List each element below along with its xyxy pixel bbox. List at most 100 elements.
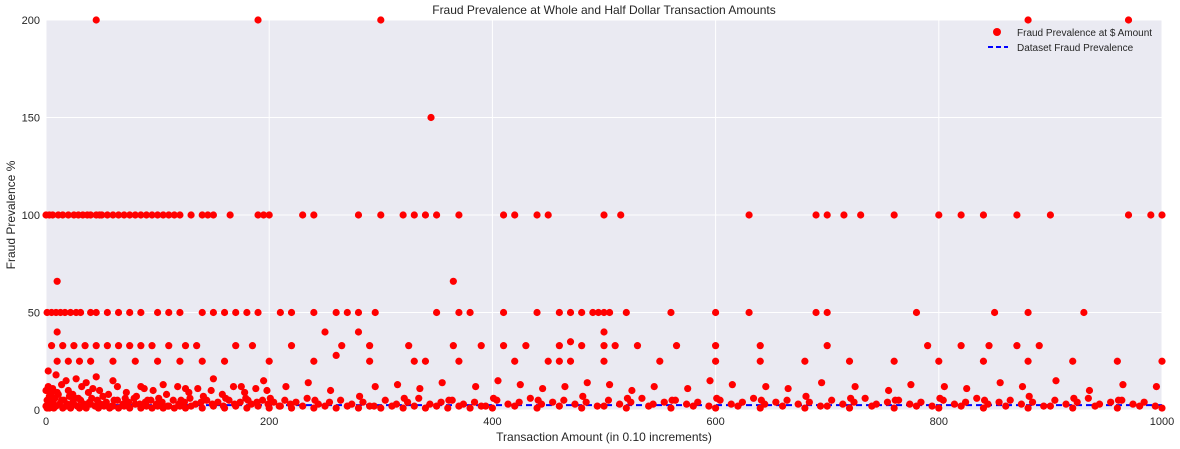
data-point (207, 386, 215, 395)
data-point (181, 404, 190, 412)
data-point (589, 308, 597, 317)
data-point (555, 357, 563, 365)
data-point (242, 394, 250, 402)
data-point (181, 342, 190, 350)
data-point (455, 357, 463, 365)
data-point (58, 396, 66, 404)
data-point (907, 381, 915, 389)
data-point (377, 404, 385, 412)
data-point (130, 394, 138, 402)
data-point (1069, 357, 1077, 365)
data-point (533, 211, 541, 219)
data-point (176, 357, 184, 365)
data-point (749, 394, 758, 402)
data-point (571, 400, 579, 408)
data-point (241, 388, 249, 397)
data-point (883, 398, 892, 406)
data-point (850, 398, 858, 406)
data-point (539, 384, 547, 393)
y-tick-labels: 0 50 100 150 200 (22, 15, 40, 417)
x-tick-label: 0 (43, 416, 49, 428)
data-point (377, 16, 385, 24)
data-point (682, 400, 691, 408)
data-point (667, 404, 675, 412)
data-point (600, 328, 608, 336)
data-point (728, 381, 736, 389)
data-point (131, 211, 139, 219)
data-point (399, 211, 407, 219)
data-point (560, 396, 568, 404)
data-point (332, 308, 340, 317)
data-point (600, 211, 608, 219)
data-point (76, 308, 85, 317)
data-point (92, 308, 100, 317)
data-point (231, 400, 239, 408)
data-point (818, 379, 826, 387)
data-point (392, 400, 401, 408)
data-point (243, 308, 251, 317)
data-point (924, 342, 932, 350)
data-point (466, 404, 474, 412)
data-point (63, 400, 71, 408)
data-points (42, 16, 1166, 412)
data-point (706, 377, 714, 385)
data-point (176, 211, 184, 219)
data-point (1024, 16, 1032, 24)
data-point (137, 308, 145, 317)
data-point (1040, 402, 1048, 410)
data-point (51, 402, 59, 410)
data-point (1113, 357, 1121, 365)
data-point (137, 383, 145, 391)
data-point (839, 400, 847, 408)
data-point (82, 379, 90, 387)
y-tick-label: 50 (28, 308, 40, 320)
data-point (225, 396, 233, 404)
data-point (282, 383, 290, 391)
data-point (198, 211, 206, 219)
data-point (604, 396, 613, 404)
data-point (281, 396, 289, 404)
data-point (104, 390, 113, 398)
data-point (459, 400, 467, 408)
data-point (823, 308, 831, 317)
data-point (209, 308, 217, 317)
data-point (895, 396, 903, 404)
data-point (578, 342, 586, 350)
data-point (174, 383, 182, 391)
data-point (638, 394, 646, 402)
data-point (802, 392, 810, 400)
data-point (87, 357, 95, 365)
data-point (92, 373, 100, 381)
data-point (69, 390, 77, 398)
data-point (605, 381, 614, 389)
data-point (593, 402, 601, 410)
data-point (87, 211, 95, 219)
data-point (1046, 402, 1054, 410)
data-point (303, 394, 311, 402)
data-point (354, 308, 363, 317)
data-point (1140, 398, 1148, 406)
y-axis-label: Fraud Prevalence % (4, 160, 18, 269)
data-point (627, 398, 635, 406)
data-point (74, 394, 82, 402)
data-point (745, 211, 753, 219)
data-point (622, 308, 630, 317)
data-point (684, 384, 692, 393)
data-point (511, 211, 519, 219)
data-point (421, 211, 430, 219)
data-point (113, 396, 122, 404)
data-point (103, 308, 111, 317)
data-point (801, 404, 809, 412)
data-point (515, 398, 523, 406)
data-point (1035, 342, 1043, 350)
data-point (1046, 211, 1054, 219)
x-tick-label: 400 (483, 416, 501, 428)
data-point (338, 342, 346, 350)
data-point (1158, 211, 1166, 219)
data-point (617, 211, 625, 219)
data-point (633, 342, 642, 350)
data-point (354, 328, 363, 336)
data-point (600, 342, 608, 350)
data-point (264, 400, 272, 408)
